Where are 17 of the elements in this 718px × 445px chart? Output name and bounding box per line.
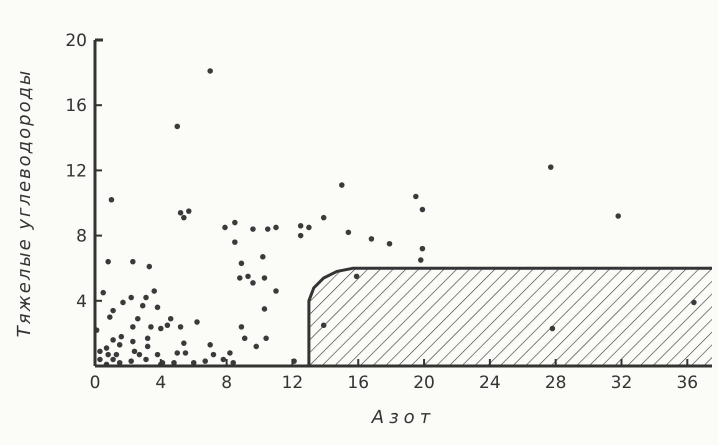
x-axis-title: Азот <box>370 407 436 428</box>
y-tick-label: 12 <box>65 161 87 182</box>
x-tick-label: 12 <box>282 373 304 393</box>
y-tick-label: 20 <box>65 30 87 51</box>
x-tick-label: 36 <box>676 373 698 393</box>
x-tick-label: 28 <box>544 373 567 393</box>
y-tick-label: 4 <box>76 292 87 312</box>
x-tick-label: 4 <box>155 373 166 393</box>
y-tick-label: 8 <box>76 226 87 247</box>
x-tick-label: 16 <box>347 373 370 393</box>
y-tick-label: 16 <box>65 96 87 116</box>
x-tick-label: 8 <box>221 373 232 393</box>
x-tick-label: 20 <box>413 373 435 393</box>
x-tick-label: 24 <box>479 373 501 393</box>
y-axis-title: Тяжелые углеводороды <box>14 68 35 338</box>
x-tick-label: 32 <box>610 373 632 393</box>
x-tick-label: 0 <box>90 373 100 393</box>
